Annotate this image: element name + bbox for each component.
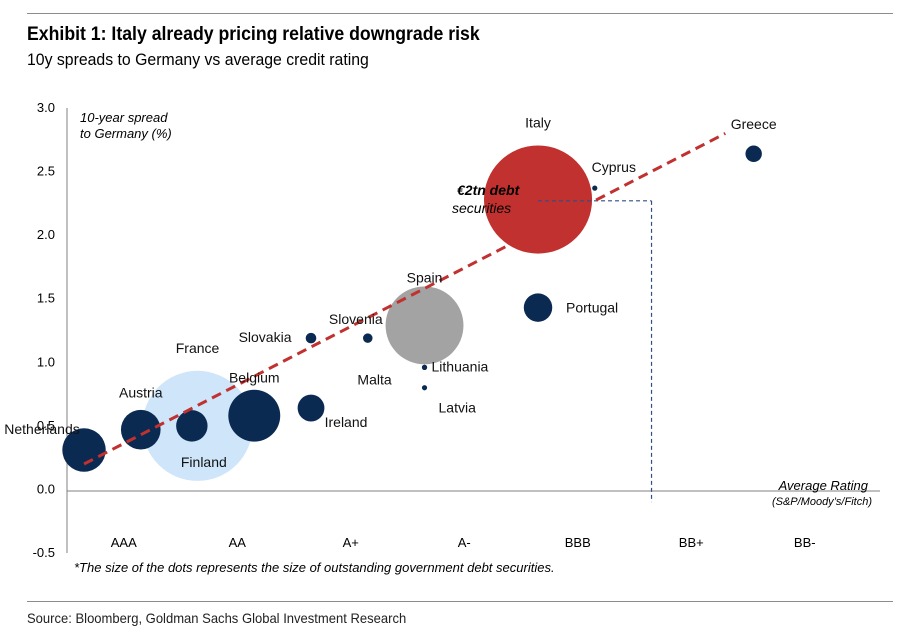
bubble-cyprus — [592, 185, 598, 191]
bubble-austria — [120, 409, 161, 450]
bubble-portugal — [523, 293, 553, 322]
y-tick-label: 1.0 — [37, 354, 55, 369]
x-tick-label: AA — [229, 535, 247, 550]
labels: Netherlands Austria Finland France Belgium Ir… — [4, 115, 777, 470]
top-rule — [27, 13, 893, 14]
label-slovenia: Slovenia — [329, 311, 383, 327]
source-note: Source: Bloomberg, Goldman Sachs Global … — [27, 610, 407, 626]
bubble-netherlands — [62, 428, 106, 472]
bubble-latvia — [421, 385, 428, 391]
x-tick-label: AAA — [111, 535, 137, 550]
label-ireland: Ireland — [325, 414, 368, 430]
trend — [83, 132, 726, 466]
chart-subtitle: 10y spreads to Germany vs average credit… — [27, 50, 369, 69]
y-tick-label: 2.5 — [37, 164, 55, 179]
bubble-greece — [745, 145, 762, 162]
y-axis-label-line1: 10-year spread — [80, 110, 168, 125]
bubble-chart: 3.02.52.01.51.00.50.0-0.5 AAA AA A+ A- BBB BB… — [4, 100, 880, 575]
label-slovakia: Slovakia — [239, 329, 292, 345]
y-tick-label: 3.0 — [37, 100, 55, 115]
chart-title: Exhibit 1: Italy already pricing relativ… — [27, 24, 480, 45]
label-malta: Malta — [357, 371, 391, 387]
bubble-slovenia — [363, 333, 373, 343]
label-netherlands: Netherlands — [4, 421, 80, 437]
label-greece: Greece — [731, 116, 777, 132]
x-tick-label: A+ — [343, 535, 359, 550]
bubble-ireland — [297, 394, 325, 422]
y-tick-label: 0.5 — [37, 418, 55, 433]
label-spain: Spain — [407, 269, 443, 285]
bubble-italy — [483, 145, 593, 254]
x-tick-label: BB- — [794, 535, 816, 550]
bubbles — [62, 145, 762, 481]
x-ticks: AAA AA A+ A- BBB BB+ BB- — [111, 535, 816, 550]
annotation-line1: €2tn debt — [457, 182, 521, 198]
bottom-rule — [27, 601, 893, 602]
label-cyprus: Cyprus — [592, 159, 636, 175]
label-latvia: Latvia — [439, 400, 477, 416]
y-tick-label: 1.5 — [37, 291, 55, 306]
guides — [538, 200, 653, 503]
x-tick-label: A- — [458, 535, 471, 550]
label-austria: Austria — [119, 385, 163, 401]
x-tick-label: BB+ — [679, 535, 704, 550]
footnote: *The size of the dots represents the siz… — [74, 560, 555, 575]
label-lithuania: Lithuania — [432, 358, 489, 374]
y-tick-label: 2.0 — [37, 227, 55, 242]
annotation-line2: securities — [452, 200, 511, 216]
label-belgium: Belgium — [229, 370, 280, 386]
y-tick-label: -0.5 — [33, 545, 55, 560]
bubble-malta — [421, 364, 428, 370]
trend-line — [83, 132, 726, 466]
x-axis-label: Average Rating — [778, 478, 869, 493]
label-portugal: Portugal — [566, 300, 618, 316]
label-finland: Finland — [181, 454, 227, 470]
x-tick-label: BBB — [565, 535, 591, 550]
bubble-finland — [176, 410, 208, 442]
y-axis-label-line2: to Germany (%) — [80, 126, 172, 141]
bubble-spain — [385, 286, 464, 365]
y-ticks: 3.0 2.5 2.0 1.5 1.0 0.5 0.0 -0.5 — [33, 100, 55, 560]
label-italy: Italy — [525, 115, 551, 131]
bubble-belgium — [228, 389, 281, 442]
label-france: France — [176, 340, 220, 356]
axes — [66, 108, 880, 553]
bubble-slovakia — [305, 332, 317, 344]
x-axis-sublabel: (S&P/Moody’s/Fitch) — [772, 496, 872, 508]
y-tick-label: 0.0 — [37, 481, 55, 496]
